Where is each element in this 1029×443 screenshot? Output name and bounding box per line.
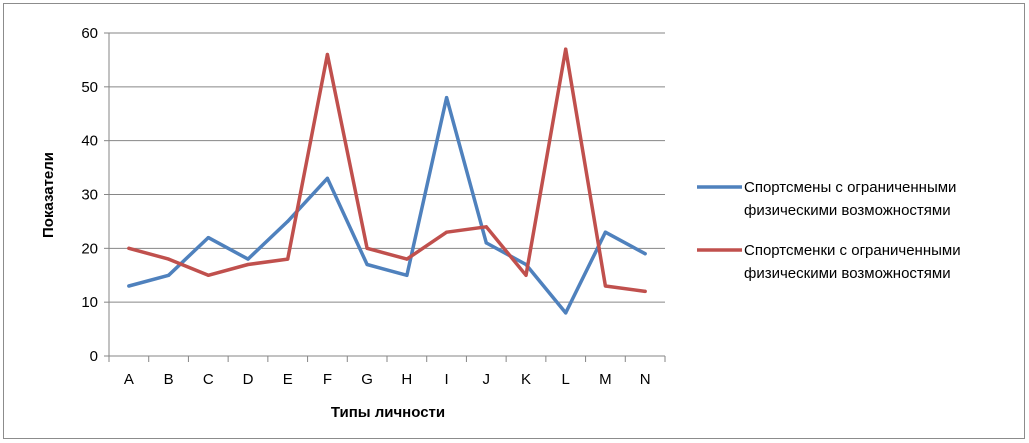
y-tick-label: 60 bbox=[81, 25, 98, 42]
data-point bbox=[286, 219, 290, 224]
x-tick-label: H bbox=[401, 371, 412, 388]
data-point bbox=[206, 235, 210, 240]
legend-label-1-line1: Спортсменки с ограниченными bbox=[744, 242, 961, 259]
data-point bbox=[484, 225, 488, 229]
data-point bbox=[286, 257, 290, 261]
data-point bbox=[325, 176, 330, 180]
series-line-1 bbox=[127, 47, 647, 294]
chart-frame bbox=[3, 3, 1025, 439]
y-tick-label: 30 bbox=[81, 187, 98, 204]
y-axis-title: Показатели bbox=[40, 152, 57, 238]
legend-label-1-line2: физическими возможностями bbox=[744, 265, 951, 282]
data-point bbox=[564, 311, 568, 315]
x-tick-label: M bbox=[599, 371, 612, 388]
data-point bbox=[166, 257, 171, 261]
x-tick-label: K bbox=[521, 371, 531, 388]
y-tick-label: 20 bbox=[81, 240, 98, 257]
data-point bbox=[603, 284, 608, 288]
x-tick-label: C bbox=[203, 371, 214, 388]
data-point bbox=[444, 230, 449, 234]
data-point bbox=[325, 52, 330, 57]
data-point bbox=[365, 246, 369, 250]
data-point bbox=[127, 284, 131, 288]
x-tick-label: I bbox=[444, 371, 448, 388]
data-point bbox=[603, 230, 608, 234]
legend-label-0-line2: физическими возможностями bbox=[744, 202, 951, 219]
x-tick-label: A bbox=[124, 371, 134, 388]
data-point bbox=[246, 262, 250, 267]
legend: Спортсмены с ограниченными физическими в… bbox=[697, 179, 961, 282]
series-lines bbox=[127, 47, 647, 315]
data-point bbox=[365, 262, 369, 267]
x-tick-label: L bbox=[562, 371, 570, 388]
data-point bbox=[246, 257, 250, 261]
data-point bbox=[643, 252, 647, 256]
tick-labels: 0 10 20 30 40 50 60 A B C D E F G H I J K L M N bbox=[81, 25, 650, 388]
data-point bbox=[484, 241, 488, 245]
x-tick-label: J bbox=[483, 371, 491, 388]
data-point bbox=[444, 96, 449, 100]
y-tick-label: 50 bbox=[81, 79, 98, 96]
y-tick-label: 10 bbox=[81, 294, 98, 311]
data-point bbox=[524, 273, 528, 277]
x-tick-label: E bbox=[283, 371, 293, 388]
data-point bbox=[127, 246, 131, 250]
y-tick-label: 40 bbox=[81, 133, 98, 150]
x-axis-title: Типы личности bbox=[331, 404, 445, 421]
data-point bbox=[206, 273, 210, 277]
gridlines bbox=[109, 32, 665, 303]
data-point bbox=[166, 273, 171, 277]
x-tick-label: D bbox=[243, 371, 254, 388]
data-point bbox=[405, 257, 409, 261]
x-tick-label: G bbox=[361, 371, 373, 388]
y-tick-label: 0 bbox=[90, 348, 98, 365]
series-line-0 bbox=[127, 95, 647, 315]
data-point bbox=[643, 289, 647, 293]
x-tick-label: F bbox=[323, 371, 332, 388]
data-point bbox=[405, 273, 409, 277]
legend-label-0-line1: Спортсмены с ограниченными bbox=[744, 179, 956, 196]
data-point bbox=[564, 47, 568, 51]
axes bbox=[104, 32, 666, 362]
x-tick-label: N bbox=[640, 371, 651, 388]
x-tick-label: B bbox=[164, 371, 174, 388]
